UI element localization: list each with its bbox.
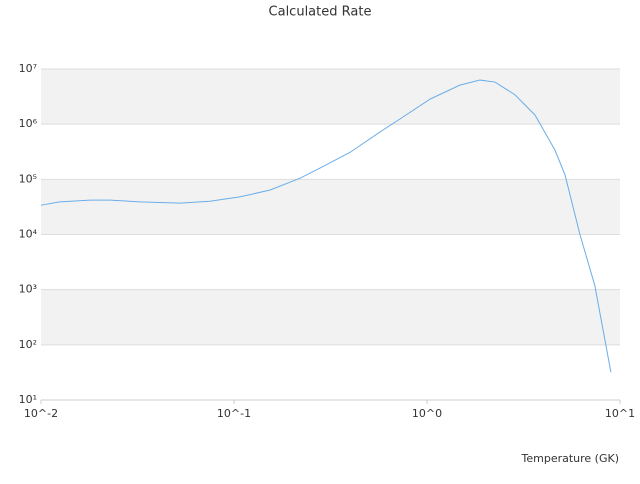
y-tick-label: 10⁴: [19, 228, 38, 241]
y-tick-label: 10⁵: [19, 172, 37, 185]
x-axis-label: Temperature (GK): [521, 452, 620, 465]
y-tick-label: 10³: [19, 283, 37, 296]
y-tick-label: 10⁶: [19, 117, 38, 130]
x-tick-label: 10^0: [412, 407, 442, 420]
y-tick-label: 10⁷: [19, 62, 37, 75]
x-tick-label: 10^-2: [24, 407, 58, 420]
y-tick-label: 10²: [19, 338, 37, 351]
grid-band: [41, 289, 620, 345]
chart-title: Calculated Rate: [269, 5, 372, 20]
grid-band: [41, 69, 620, 125]
x-tick-label: 10^-1: [217, 407, 251, 420]
y-tick-label: 10¹: [19, 393, 37, 406]
grid-band: [41, 179, 620, 235]
x-tick-label: 10^1: [605, 407, 635, 420]
line-series: [40, 79, 612, 373]
